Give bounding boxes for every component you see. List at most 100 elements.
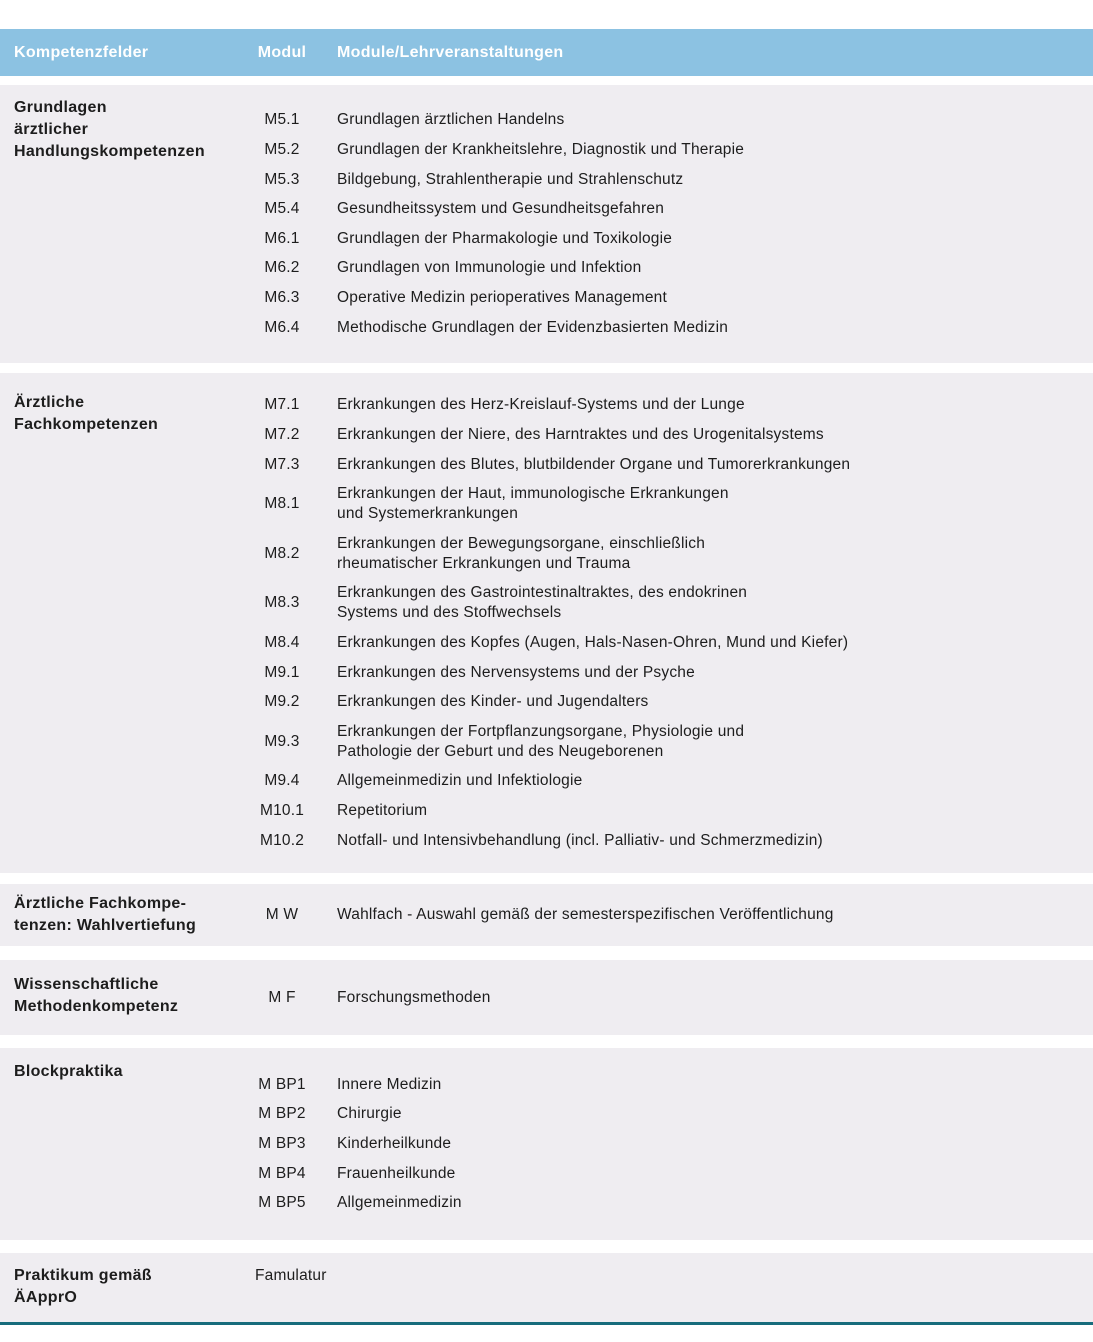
competence-field-line: Handlungskompetenzen xyxy=(14,143,205,160)
module-code: M BP2 xyxy=(258,1105,306,1123)
module-code: M5.1 xyxy=(264,111,300,129)
column-header-module-lehrveranstaltungen: Module/Lehrveranstaltungen xyxy=(337,43,564,61)
module-code: M8.1 xyxy=(264,495,300,513)
table-row: M5.2 Grundlagen der Krankheitslehre, Dia… xyxy=(250,135,1093,165)
module-title: Erkrankungen des Gastrointestinaltraktes… xyxy=(314,583,1093,623)
competence-field: Blockpraktika xyxy=(0,1048,250,1240)
table-row: M BP4 Frauenheilkunde xyxy=(250,1159,1093,1189)
table-row: M6.4 Methodische Grundlagen der Evidenzb… xyxy=(250,313,1093,343)
module-title: Wahlfach - Auswahl gemäß der semesterspe… xyxy=(337,906,834,923)
module-code: M BP5 xyxy=(258,1194,306,1212)
module-title: Chirurgie xyxy=(337,1105,402,1123)
module-title: Bildgebung, Strahlentherapie und Strahle… xyxy=(337,170,684,188)
module-title-line: Systems und des Stoffwechsels xyxy=(337,604,562,622)
competence-field-line: Wissenschaftliche xyxy=(14,976,159,993)
section-aerztliche-fachkompetenzen: Ärztliche Fachkompetenzen M7.1 Erkrankun… xyxy=(0,373,1093,873)
column-header-modul: Modul xyxy=(257,43,307,61)
module-title: Innere Medizin xyxy=(337,1075,442,1093)
table-row: M F Forschungsmethoden xyxy=(250,983,1093,1013)
module-code: M8.2 xyxy=(264,544,300,562)
table-row: M9.4 Allgemeinmedizin und Infektiologie xyxy=(250,767,1093,797)
module-title: Erkrankungen des Blutes, blutbildender O… xyxy=(337,455,851,473)
module-rows: M5.1 Grundlagen ärztlichen Handelns M5.2… xyxy=(250,85,1093,363)
module-code: M5.2 xyxy=(264,141,300,159)
module-rows: M7.1 Erkrankungen des Herz-Kreislauf-Sys… xyxy=(250,373,1093,873)
competence-field-line: Blockpraktika xyxy=(14,1063,123,1080)
module-title: Grundlagen der Pharmakologie und Toxikol… xyxy=(337,229,673,247)
module-title: Grundlagen von Immunologie und Infektion xyxy=(337,259,642,277)
table-row: M5.1 Grundlagen ärztlichen Handelns xyxy=(250,106,1093,136)
competence-field-line: Ärztliche Fachkompe- xyxy=(14,895,187,912)
module-title-line: Pathologie der Geburt und des Neugeboren… xyxy=(337,742,664,760)
module-code: M7.2 xyxy=(264,426,300,444)
module-rows: M BP1 Innere Medizin M BP2 Chirurgie M B… xyxy=(250,1048,1093,1240)
competence-field-line: ärztlicher xyxy=(14,121,89,138)
competence-field-line: Fachkompetenzen xyxy=(14,416,159,433)
module-code: M F xyxy=(268,988,296,1006)
module-code: M BP4 xyxy=(258,1164,306,1182)
module-title-line: rheumatischer Erkrankungen und Trauma xyxy=(337,554,631,572)
table-row: M BP2 Chirurgie xyxy=(250,1100,1093,1130)
table-row: M BP1 Innere Medizin xyxy=(250,1070,1093,1100)
table-row: M8.4 Erkrankungen des Kopfes (Augen, Hal… xyxy=(250,628,1093,658)
module-title-line: Erkrankungen der Bewegungsorgane, einsch… xyxy=(337,534,706,552)
module-title-line: und Systemerkrankungen xyxy=(337,505,519,523)
competence-field: Ärztliche Fachkompe- tenzen: Wahlvertief… xyxy=(0,884,250,946)
module-code: M5.3 xyxy=(264,170,300,188)
module-code: M7.1 xyxy=(264,396,300,414)
competence-field: Praktikum gemäß ÄApprO xyxy=(0,1253,250,1322)
competence-field-line: Ärztliche xyxy=(14,394,85,411)
module-title-line: Erkrankungen des Gastrointestinaltraktes… xyxy=(337,584,748,602)
section-wahlvertiefung: Ärztliche Fachkompe- tenzen: Wahlvertief… xyxy=(0,884,1093,946)
module-code: M9.4 xyxy=(264,772,300,790)
module-code: M7.3 xyxy=(264,455,300,473)
module-title: Grundlagen der Krankheitslehre, Diagnost… xyxy=(337,141,745,159)
module-code: M9.2 xyxy=(264,693,300,711)
section-praktikum-aappro: Praktikum gemäß ÄApprO Famulatur xyxy=(0,1253,1093,1325)
competence-field: Ärztliche Fachkompetenzen xyxy=(0,373,250,873)
table-row: M6.2 Grundlagen von Immunologie und Infe… xyxy=(250,254,1093,284)
module-title: Erkrankungen der Bewegungsorgane, einsch… xyxy=(314,534,1093,574)
module-title: Operative Medizin perioperatives Managem… xyxy=(337,288,667,306)
table-row: M6.1 Grundlagen der Pharmakologie und To… xyxy=(250,224,1093,254)
module-title: Famulatur xyxy=(255,1266,327,1284)
module-title: Frauenheilkunde xyxy=(337,1164,456,1182)
competence-field-line: Praktikum gemäß xyxy=(14,1267,152,1284)
module-title: Erkrankungen des Kopfes (Augen, Hals-Nas… xyxy=(337,634,849,651)
module-title: Forschungsmethoden xyxy=(337,988,491,1006)
module-code: M5.4 xyxy=(264,200,300,218)
competence-field: Wissenschaftliche Methodenkompetenz xyxy=(0,960,250,1035)
table-row: M10.1 Repetitorium xyxy=(250,796,1093,826)
module-title: Erkrankungen des Nervensystems und der P… xyxy=(337,663,695,681)
module-title: Allgemeinmedizin und Infektiologie xyxy=(337,772,583,790)
table-row: M7.2 Erkrankungen der Niere, des Harntra… xyxy=(250,420,1093,450)
table-row: M BP5 Allgemeinmedizin xyxy=(250,1188,1093,1218)
section-blockpraktika: Blockpraktika M BP1 Innere Medizin M BP2… xyxy=(0,1048,1093,1240)
competence-field-line: Methodenkompetenz xyxy=(14,998,179,1015)
module-code: M8.3 xyxy=(264,594,300,612)
module-title: Erkrankungen der Niere, des Harntraktes … xyxy=(337,426,824,444)
module-code: M BP3 xyxy=(258,1135,306,1152)
module-code: M9.1 xyxy=(264,663,300,681)
module-code: M10.2 xyxy=(259,831,305,849)
module-code: M6.2 xyxy=(264,259,300,277)
competence-field-line: tenzen: Wahlvertiefung xyxy=(14,917,197,934)
table-row: M7.3 Erkrankungen des Blutes, blutbilden… xyxy=(250,450,1093,480)
module-title-line: Erkrankungen der Fortpflanzungsorgane, P… xyxy=(337,722,745,740)
module-code: M10.1 xyxy=(259,801,305,819)
module-code: M6.3 xyxy=(264,288,300,306)
module-title: Methodische Grundlagen der Evidenzbasier… xyxy=(337,318,729,336)
column-header-kompetenzfelder: Kompetenzfelder xyxy=(14,43,149,61)
module-title: Erkrankungen der Fortpflanzungsorgane, P… xyxy=(314,722,1093,762)
module-title-line: Erkrankungen der Haut, immunologische Er… xyxy=(337,485,729,503)
module-title: Erkrankungen des Herz-Kreislauf-Systems … xyxy=(337,396,745,414)
table-row: M5.4 Gesundheitssystem und Gesundheitsge… xyxy=(250,194,1093,224)
table-row: M BP3 Kinderheilkunde xyxy=(250,1129,1093,1159)
module-title: Erkrankungen der Haut, immunologische Er… xyxy=(314,484,1093,524)
module-code: M W xyxy=(265,906,299,923)
module-title: Allgemeinmedizin xyxy=(337,1194,462,1212)
module-rows: M W Wahlfach - Auswahl gemäß der semeste… xyxy=(250,884,1093,946)
table-row: M10.2 Notfall- und Intensivbehandlung (i… xyxy=(250,826,1093,856)
table-row: M W Wahlfach - Auswahl gemäß der semeste… xyxy=(250,900,1093,930)
